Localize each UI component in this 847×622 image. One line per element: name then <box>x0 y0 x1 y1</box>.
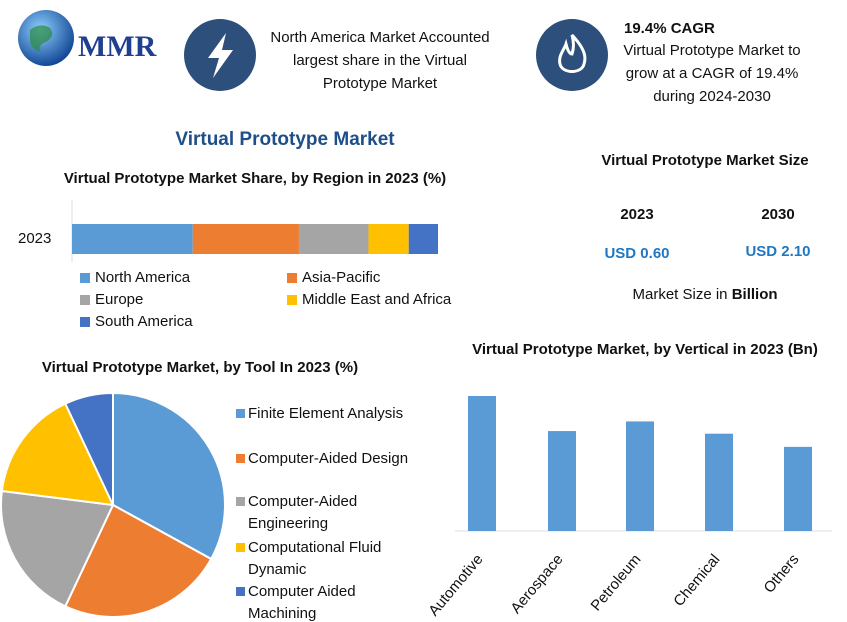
legend-label: Computer-Aided Design <box>248 450 409 467</box>
size-year: 2023 <box>620 206 654 223</box>
y-tick-label: 2023 <box>18 230 52 247</box>
bar-segment <box>192 224 299 254</box>
size-value: USD 2.10 <box>745 243 811 260</box>
legend-label: Finite Element Analysis <box>248 405 404 422</box>
icon-bolt <box>208 33 233 78</box>
chart-title: Virtual Prototype Market, by Tool In 202… <box>41 359 359 376</box>
legend-swatch <box>287 273 297 283</box>
bar <box>468 396 496 531</box>
legend-label: Middle East and Africa <box>302 291 452 308</box>
pie-slice <box>63 391 114 506</box>
bar <box>626 421 654 531</box>
highlight: North America Market Accounted largest s… <box>270 29 490 92</box>
legend-swatch <box>80 317 90 327</box>
size-note-text: Market Size in <box>632 286 732 303</box>
legend-swatch <box>236 587 245 596</box>
legend-label: North America <box>95 269 191 286</box>
legend-swatch <box>80 273 90 283</box>
legend-label: Computer-Aided Engineering <box>248 493 358 532</box>
size-value: USD 0.60 <box>604 245 670 262</box>
legend-swatch <box>236 543 245 552</box>
main-title: Virtual Prototype Market <box>175 129 395 150</box>
highlight: Virtual Prototype Market to grow at a CA… <box>623 42 801 105</box>
legend-label: South America <box>95 313 193 330</box>
size-title: Virtual Prototype Market Size <box>601 152 809 169</box>
legend-label: Asia-Pacific <box>302 269 381 286</box>
legend-label: Computer Aided Machining <box>248 583 356 622</box>
logo-land <box>30 25 53 52</box>
pie-slice <box>63 503 213 618</box>
legend-swatch <box>236 409 245 418</box>
bar <box>705 433 733 531</box>
pie-slice <box>112 391 226 561</box>
legend-swatch <box>236 454 245 463</box>
bar <box>784 446 812 531</box>
legend-label: Computational Fluid Dynamic <box>248 539 382 578</box>
bar <box>548 431 576 531</box>
legend-swatch <box>287 295 297 305</box>
highlight-title: 19.4% CAGR <box>624 20 715 37</box>
legend-label: Europe <box>95 291 144 308</box>
logo-text: MMR <box>78 30 157 63</box>
pie-slice <box>0 402 115 507</box>
legend-swatch <box>80 295 90 305</box>
bar-segment <box>408 224 438 254</box>
size-note: Market Size in Billion <box>585 283 825 306</box>
bar-segment <box>72 224 193 254</box>
legend-swatch <box>236 497 245 506</box>
size-year: 2030 <box>761 206 795 223</box>
chart-title: Virtual Prototype Market Share, by Regio… <box>63 170 447 187</box>
pie-slice <box>0 489 115 608</box>
icon-flame <box>558 33 587 73</box>
size-note-unit: Billion <box>731 286 778 303</box>
bar-segment <box>368 224 409 254</box>
chart-title: Virtual Prototype Market, by Vertical in… <box>472 341 818 358</box>
bar-segment <box>298 224 369 254</box>
